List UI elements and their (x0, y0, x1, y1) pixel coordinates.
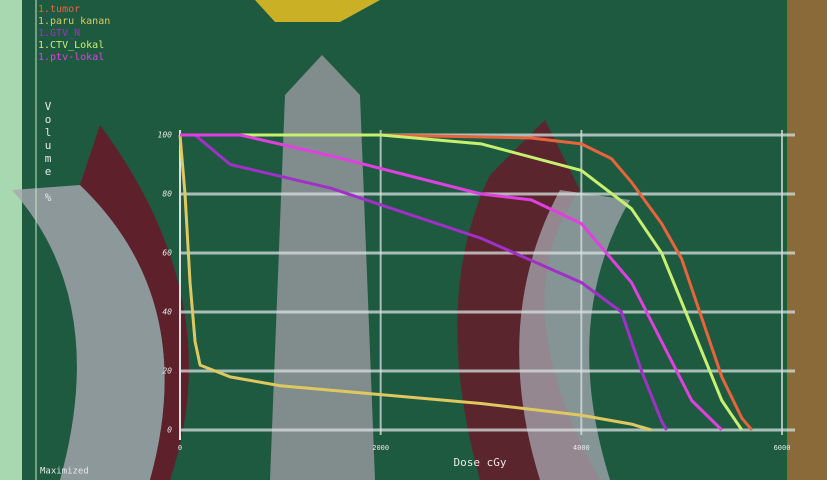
y-tick-label: 20 (162, 367, 172, 376)
overlay-arrow (12, 185, 165, 480)
left-strip (0, 0, 22, 480)
overlay-star (255, 0, 380, 22)
y-tick-label: 60 (162, 249, 172, 258)
overlay-arrow (80, 125, 189, 480)
legend-entry: 1.paru kanan (38, 16, 110, 27)
legend-entry: 1.ptv-lokal (38, 52, 104, 63)
x-tick-label: 2000 (372, 444, 389, 452)
y-axis-label: Volume % (42, 100, 55, 204)
x-axis-label: Dose cGy (454, 456, 507, 469)
y-tick-label: 100 (158, 131, 173, 140)
dvh-line (180, 133, 744, 431)
plot: 0 20 40 60 80 100 0 2000 4000 6000 (158, 130, 795, 452)
legend-entry: 1.GTV_N (38, 28, 80, 39)
overlay-arrow (270, 55, 375, 480)
status-text: Maximized (40, 467, 89, 477)
y-tick-label: 80 (162, 190, 172, 199)
right-strip (787, 0, 827, 480)
overlay-arrow (519, 190, 630, 480)
legend-entry: 1.CTV_Lokal (38, 40, 104, 51)
x-tick-label: 6000 (774, 444, 791, 452)
y-tick-label: 40 (162, 308, 172, 317)
legend-entry: 1.tumor (38, 4, 80, 15)
x-tick-label: 0 (178, 444, 182, 452)
dvh-line (180, 133, 754, 431)
dvh-line (180, 133, 668, 431)
x-tick-label: 4000 (573, 444, 590, 452)
dvh-line (180, 133, 723, 432)
y-tick-label: 0 (167, 426, 172, 435)
dvh-line (178, 134, 652, 432)
